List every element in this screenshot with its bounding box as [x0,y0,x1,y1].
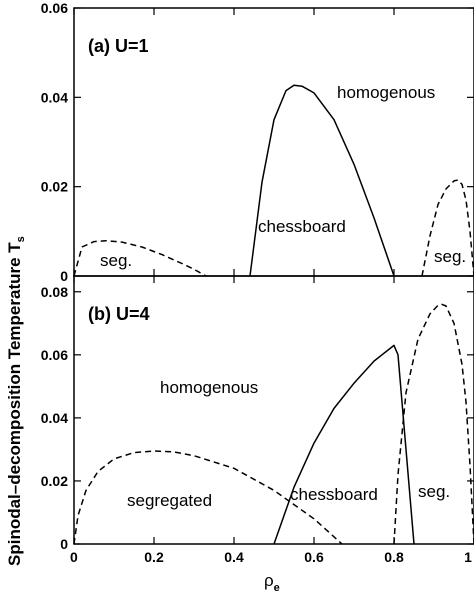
region-label-seg-left-a: seg. [100,251,132,270]
panel-b-ytick-label: 0.02 [41,473,68,489]
xtick-label: 0.4 [224,549,244,565]
panel-b-ytick-label: 0 [60,536,68,552]
panel-b-series-dashed-1 [73,450,343,545]
xtick-label: 0 [70,549,78,565]
panel-a-curves [73,84,474,277]
y-axis-label: Spinodal–decomposition Temperature Ts [5,236,27,566]
panel-a-ytick-label: 0.04 [41,89,68,105]
region-label-homogenous-a: homogenous [337,83,435,102]
xtick-label: 1 [464,549,472,565]
region-label-chessboard-b: chessboard [290,485,378,504]
panel-a-ytick-label: 0.06 [41,0,68,16]
panel-b-ticks: 0 0.02 0.04 0.06 0.08 0 0.2 0.4 0.6 0.8 1 [41,276,474,565]
x-axis-label-main: ρ [264,571,274,590]
region-label-chessboard-a: chessboard [258,217,346,236]
region-label-seg-right-a: seg. [434,247,466,266]
panel-b-series-dashed-2 [393,303,474,545]
x-axis-label-subscript: e [274,582,280,594]
region-label-segregated-b: segregated [127,491,212,510]
panel-b-label: (b) U=4 [88,304,150,324]
panel-a-series-solid-0 [249,84,395,277]
region-label-homogenous-b: homogenous [160,378,258,397]
panel-a-series-dashed-1 [73,239,207,277]
xtick-label: 0.2 [144,549,164,565]
panel-b-curves [73,303,474,545]
panel-a-label: (a) U=1 [88,36,149,56]
panel-b-ytick-label: 0.06 [41,347,68,363]
panel-b-ytick-label: 0.08 [41,284,68,300]
panel-b-series-solid-0 [273,344,415,545]
x-axis-label: ρe [264,571,280,594]
y-axis-label-subscript: s [15,236,27,242]
panel-b-ytick-label: 0.04 [41,410,68,426]
panel-a-ticks: 0 0.02 0.04 0.06 [41,0,474,284]
panel-a-series-dashed-2 [421,179,474,277]
region-label-seg-b: seg. [418,482,450,501]
xtick-label: 0.6 [304,549,324,565]
panel-a-ytick-label: 0.02 [41,179,68,195]
y-axis-label-main: Spinodal–decomposition Temperature T [5,242,24,566]
panel-a-ytick-label: 0 [60,268,68,284]
xtick-label: 0.8 [384,549,404,565]
